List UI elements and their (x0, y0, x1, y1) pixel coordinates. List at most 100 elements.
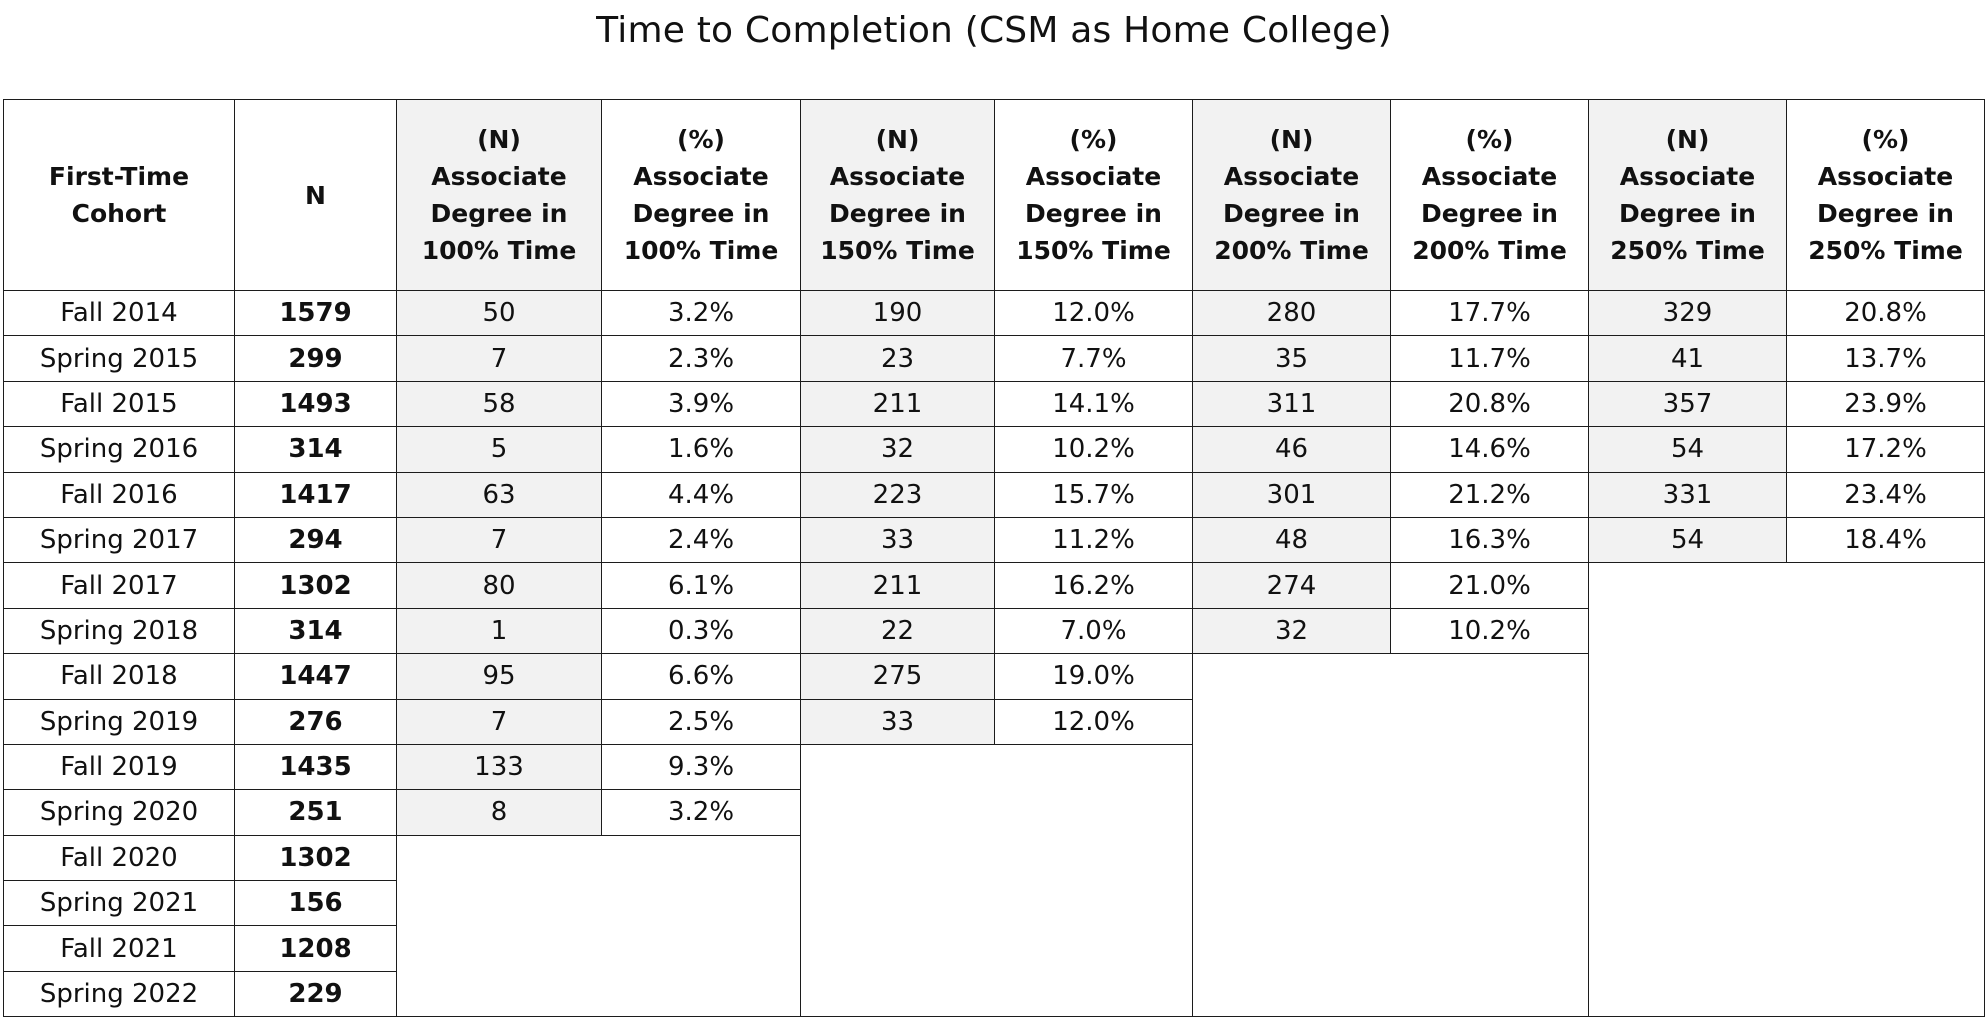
table-row: Spring 2019 276 7 2.5% 33 12.0% (3, 698, 1985, 745)
value-cell: 21.2% (1390, 471, 1589, 518)
column-header-line: Associate (1619, 162, 1756, 191)
n-cell: 314 (234, 426, 397, 473)
empty-cell (1192, 789, 1391, 836)
column-header-line: Degree in (1025, 199, 1162, 228)
column-header-line: 100% Time (623, 236, 779, 265)
column-header-line: Degree in (829, 199, 966, 228)
value-cell: 23 (800, 335, 995, 382)
value-cell: 280 (1192, 289, 1391, 337)
value-cell: 331 (1588, 471, 1787, 518)
value-cell: 2.5% (601, 698, 801, 745)
n-cell: 1302 (234, 562, 397, 609)
value-cell: 12.0% (994, 289, 1193, 337)
column-header-line: (%) (1465, 125, 1514, 154)
value-cell: 14.6% (1390, 426, 1589, 473)
cohort-cell: Fall 2019 (3, 743, 235, 791)
column-header-line: (N) (1269, 125, 1314, 154)
table-row: Fall 2018 1447 95 6.6% 275 19.0% (3, 653, 1985, 700)
value-cell: 33 (800, 516, 995, 564)
n-cell: 299 (234, 335, 397, 382)
n-cell: 1493 (234, 380, 397, 428)
column-header-line: (N) (875, 125, 920, 154)
column-header-line: 200% Time (1412, 236, 1567, 265)
value-cell: 274 (1192, 562, 1391, 609)
empty-cell (994, 789, 1193, 836)
empty-cell (994, 971, 1193, 1018)
cohort-cell: Spring 2017 (3, 516, 235, 564)
n-cell: 1208 (234, 925, 397, 972)
empty-cell (1192, 925, 1391, 972)
value-cell: 3.2% (601, 289, 801, 337)
completion-table: First-Time Cohort N (N) Associate Degree in 10… (3, 99, 1985, 1018)
value-cell: 301 (1192, 471, 1391, 518)
empty-cell (1390, 699, 1589, 745)
empty-cell (1786, 653, 1985, 700)
table-row: Spring 2017 294 7 2.4% 33 11.2% 48 16.3% 54 18.4% (3, 516, 1985, 564)
value-cell: 23.4% (1786, 471, 1985, 518)
value-cell: 3.9% (601, 380, 801, 428)
n-cell: 1447 (234, 653, 397, 700)
empty-cell (1390, 835, 1589, 881)
n-cell: 1579 (234, 289, 397, 337)
value-cell: 50 (396, 289, 602, 337)
column-header-line: Associate (1421, 162, 1558, 191)
value-cell: 20.8% (1786, 289, 1985, 337)
table-title: Time to Completion (CSM as Home College) (596, 10, 1392, 51)
table-row: Fall 2019 1435 133 9.3% (3, 743, 1985, 791)
value-cell: 32 (800, 426, 995, 473)
column-header-line: (%) (1861, 125, 1910, 154)
empty-cell (396, 925, 602, 972)
value-cell: 3.2% (601, 789, 801, 836)
empty-cell (1192, 971, 1391, 1018)
value-cell: 58 (396, 380, 602, 428)
column-header-line: Cohort (71, 199, 167, 228)
value-cell: 41 (1588, 335, 1787, 382)
column-header-line: Degree in (632, 199, 770, 228)
column-header: (%) Associate Degree in 200% Time (1390, 99, 1589, 291)
value-cell: 17.2% (1786, 426, 1985, 473)
value-cell: 32 (1192, 607, 1391, 655)
empty-cell (1786, 744, 1985, 790)
value-cell: 329 (1588, 289, 1787, 337)
column-header-line: Degree in (1817, 199, 1954, 228)
cohort-cell: Spring 2018 (3, 607, 235, 655)
empty-cell (1588, 699, 1787, 745)
column-header: (%) Associate Degree in 250% Time (1786, 99, 1985, 291)
n-cell: 276 (234, 698, 397, 745)
table-body: Fall 2014 1579 50 3.2% 190 12.0% 280 17.7% 329 20… (3, 289, 1985, 1018)
value-cell: 6.1% (601, 562, 801, 609)
value-cell: 0.3% (601, 607, 801, 655)
value-cell: 80 (396, 562, 602, 609)
empty-cell (1588, 925, 1787, 972)
table-row: Fall 2015 1493 58 3.9% 211 14.1% 311 20.8% 357 23… (3, 380, 1985, 428)
empty-cell (396, 880, 602, 926)
n-cell: 251 (234, 789, 397, 836)
empty-cell (1588, 971, 1787, 1018)
cohort-cell: Spring 2022 (3, 970, 235, 1018)
value-cell: 4.4% (601, 471, 801, 518)
column-header-line: Associate (431, 162, 567, 191)
empty-cell (800, 789, 995, 836)
empty-cell (601, 834, 801, 881)
empty-cell (1786, 608, 1985, 654)
column-header: (N) Associate Degree in 100% Time (396, 99, 602, 291)
column-header: First-Time Cohort (3, 99, 235, 291)
value-cell: 211 (800, 380, 995, 428)
value-cell: 13.7% (1786, 335, 1985, 382)
empty-cell (1390, 880, 1589, 926)
cohort-cell: Spring 2021 (3, 880, 235, 927)
column-header: N (234, 99, 397, 291)
empty-cell (601, 925, 801, 972)
value-cell: 22 (800, 607, 995, 655)
empty-cell (1192, 880, 1391, 926)
table-row: Spring 2015 299 7 2.3% 23 7.7% 35 11.7% 41 13.7% (3, 335, 1985, 382)
column-header-line: (%) (677, 125, 725, 154)
value-cell: 7 (396, 335, 602, 382)
empty-cell (1588, 608, 1787, 654)
value-cell: 16.2% (994, 562, 1193, 609)
value-cell: 7.0% (994, 607, 1193, 655)
value-cell: 18.4% (1786, 516, 1985, 564)
empty-cell (1390, 653, 1589, 700)
column-header-line: 100% Time (421, 236, 577, 265)
column-header-line: (N) (1665, 125, 1710, 154)
